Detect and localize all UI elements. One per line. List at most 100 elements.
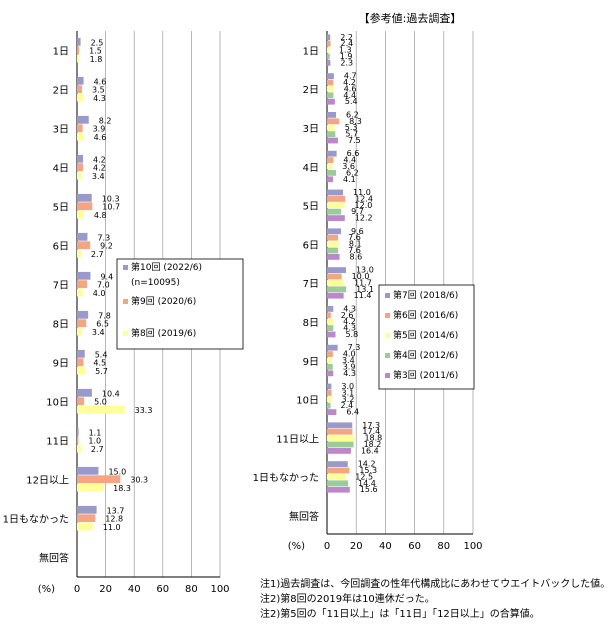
chart1-value-label: 4.0	[93, 289, 106, 298]
chart1-value-label: 7.0	[97, 281, 110, 290]
chart1-bar	[77, 397, 85, 406]
chart2-bar	[327, 402, 331, 409]
chart1-bar	[77, 37, 81, 46]
chart2-bar	[327, 422, 353, 429]
chart1-bar	[77, 93, 84, 102]
chart1-legend-label: 第9回 (2020/6)	[131, 295, 196, 307]
chart2-bar	[327, 357, 332, 364]
chart2-value-label: 6.2	[346, 110, 359, 119]
chart1-value-label: 3.9	[93, 125, 106, 134]
chart1-bar	[77, 358, 84, 367]
chart1-bar	[77, 388, 92, 397]
chart1-bar	[77, 436, 79, 445]
chart2-bar	[327, 383, 332, 390]
chart1-value-label: 33.3	[135, 406, 153, 415]
chart1-bar	[77, 427, 79, 436]
chart2-category-label: 1日	[303, 46, 319, 57]
chart2-value-label: 12.0	[355, 201, 373, 210]
chart2-legend-label: 第7回 (2018/6)	[393, 289, 458, 301]
chart2-value-label: 18.8	[364, 434, 382, 443]
chart2-bar	[327, 234, 339, 241]
chart2-category-label: 9日	[303, 357, 319, 368]
chart1-bar	[77, 54, 80, 63]
chart2-value-label: 3.2	[342, 395, 355, 404]
chart2-value-label: 3.1	[342, 388, 355, 397]
chart1-bar	[77, 280, 88, 289]
chart1-category-label: 6日	[53, 242, 69, 253]
chart1-x-tick-label: 100	[210, 584, 229, 595]
chart1-bar	[77, 163, 84, 172]
chart1-category-label: 10日	[46, 398, 69, 409]
chart2-value-label: 4.6	[344, 84, 357, 93]
chart1-bar	[77, 193, 92, 202]
chart2-value-label: 4.2	[343, 317, 356, 326]
chart2-bar	[327, 273, 342, 280]
chart1-bar	[77, 514, 96, 523]
chart1-category-label: 12日以上	[26, 475, 69, 487]
chart2-bar	[327, 124, 335, 131]
chart1-legend-swatch	[123, 265, 128, 270]
chart1-value-label: 4.2	[93, 164, 106, 173]
chart2-value-label: 8.3	[349, 117, 362, 126]
chart2-category-label: 4日	[303, 163, 319, 174]
chart2-legend-label: 第5回 (2014/6)	[393, 329, 458, 341]
chart1-value-label: 4.5	[93, 359, 106, 368]
chart2-value-label: 8.6	[350, 252, 363, 261]
chart2-bar	[327, 53, 330, 60]
chart2-bar	[327, 202, 345, 209]
chart2-x-tick-label: 100	[463, 541, 482, 552]
chart1-bar	[77, 319, 87, 328]
chart2-value-label: 11.0	[353, 188, 371, 197]
chart1-bar	[77, 132, 84, 141]
chart2-bar	[327, 40, 331, 47]
chart2-bar	[327, 241, 339, 247]
chart1-value-label: 2.7	[91, 250, 104, 259]
chart1-x-tick-label: 80	[185, 584, 198, 595]
chart2-category-label: 10日	[296, 396, 319, 407]
chart2-x-tick-label: 20	[350, 541, 363, 552]
chart2-legend-label: 第4回 (2012/6)	[393, 349, 458, 361]
chart1-value-label: 10.3	[102, 194, 120, 203]
chart2-bar	[327, 474, 346, 480]
chart2-legend-swatch	[385, 353, 390, 358]
chart1-bar	[77, 327, 82, 336]
chart2-bar	[327, 247, 339, 254]
chart1-value-label: 7.3	[97, 233, 110, 242]
chart1-bar	[77, 241, 91, 250]
chart1-bar	[77, 115, 89, 124]
chart2-value-label: 15.6	[360, 485, 378, 494]
chart1-category-label: 3日	[53, 125, 69, 136]
chart2-value-label: 14.4	[358, 479, 376, 488]
chart2-legend-swatch	[385, 333, 390, 338]
chart2-bar	[327, 486, 350, 493]
chart2-value-label: 4.7	[344, 72, 357, 81]
chart2-value-label: 12.4	[355, 194, 373, 203]
chart1-category-label: 9日	[53, 359, 69, 370]
chart2-bar	[327, 428, 353, 435]
chart2-bar	[327, 47, 329, 53]
chart2-value-label: 8.1	[349, 240, 362, 249]
chart1-value-label: 3.4	[92, 328, 105, 337]
chart2-value-label: 14.2	[358, 460, 376, 469]
chart1-x-tick-label: 40	[128, 584, 141, 595]
chart2-category-label: 3日	[303, 124, 319, 135]
chart2-value-label: 4.3	[343, 369, 356, 378]
chart2-value-label: 4.3	[343, 324, 356, 333]
chart2-value-label: 4.4	[343, 91, 356, 100]
chart2-x-tick-label: 80	[437, 541, 450, 552]
chart2-category-label: 11日以上	[276, 433, 319, 445]
chart2-bar	[327, 370, 334, 377]
chart2-bar	[327, 396, 332, 403]
chart1-value-label: 30.3	[130, 476, 148, 485]
chart2-bar	[327, 461, 348, 467]
chart2-bar	[327, 286, 347, 293]
chart1-bar	[77, 171, 82, 180]
chart2-value-label: 16.4	[361, 446, 379, 455]
chart2-bar	[327, 60, 331, 66]
chart1-value-label: 6.5	[96, 320, 109, 329]
chart2-legend-label: 第3回 (2011/6)	[393, 369, 458, 381]
chart2-bar	[327, 163, 333, 170]
chart2-legend-box	[378, 284, 475, 390]
chart2-bar	[327, 170, 337, 176]
chart1-category-label: 1日もなかった	[3, 514, 69, 526]
